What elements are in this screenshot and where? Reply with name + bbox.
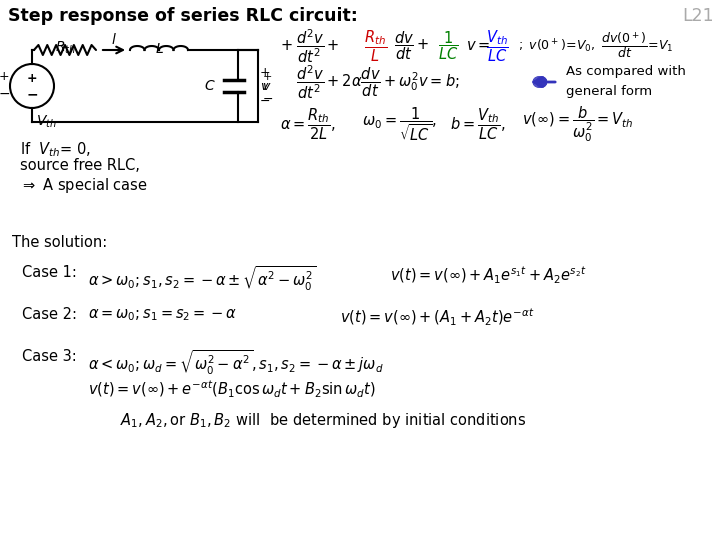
Text: Step response of series RLC circuit:: Step response of series RLC circuit: [8,7,358,25]
Text: $\dfrac{R_{th}}{L}$: $\dfrac{R_{th}}{L}$ [364,29,387,64]
Text: $b=\dfrac{V_{th}}{LC},$: $b=\dfrac{V_{th}}{LC},$ [450,106,505,141]
Text: $\alpha<\omega_0;\omega_d=\sqrt{\omega_0^2-\alpha^2},s_1,s_2=-\alpha\pm j\omega_: $\alpha<\omega_0;\omega_d=\sqrt{\omega_0… [88,349,384,377]
Text: $\dfrac{dv}{dt}+$: $\dfrac{dv}{dt}+$ [394,30,429,62]
Text: L21: L21 [683,7,714,25]
Text: $\alpha=\omega_0;s_1=s_2=-\alpha$: $\alpha=\omega_0;s_1=s_2=-\alpha$ [88,307,237,323]
Text: $C$: $C$ [204,79,216,93]
Text: +: + [0,70,9,83]
Text: $+$: $+$ [258,65,270,78]
Text: $\dfrac{d^2v}{dt^2}+$: $\dfrac{d^2v}{dt^2}+$ [296,27,339,65]
Text: +: + [27,71,37,84]
Text: As compared with: As compared with [566,65,686,78]
Text: $\Rightarrow$ A special case: $\Rightarrow$ A special case [20,176,148,195]
Text: $A_1,A_2,\mathrm{or}\ B_1,B_2\ \mathrm{will\ \ be\ determined\ by\ initial\ cond: $A_1,A_2,\mathrm{or}\ B_1,B_2\ \mathrm{w… [120,411,526,430]
Text: $V_{th}$: $V_{th}$ [36,114,57,130]
Text: $v=$: $v=$ [466,39,490,53]
Text: Case 3:: Case 3: [22,349,77,364]
Text: −: − [26,87,38,101]
Text: $v(\infty)=\dfrac{b}{\omega_0^2}=V_{th}$: $v(\infty)=\dfrac{b}{\omega_0^2}=V_{th}$ [522,104,634,144]
Text: $;\ v(0^+)\!=\!V_0,\ \dfrac{dv(0^+)}{dt}\!=\!V_1$: $;\ v(0^+)\!=\!V_0,\ \dfrac{dv(0^+)}{dt}… [518,31,674,61]
Text: Case 2:: Case 2: [22,307,77,322]
Text: If  $V_{th}$= 0,: If $V_{th}$= 0, [20,140,91,159]
Text: $\alpha=\dfrac{R_{th}}{2L},$: $\alpha=\dfrac{R_{th}}{2L},$ [280,106,336,141]
Text: source free RLC,: source free RLC, [20,158,140,173]
Text: $\dfrac{d^2v}{dt^2}+2\alpha\dfrac{dv}{dt}+\omega_0^2 v=b;$: $\dfrac{d^2v}{dt^2}+2\alpha\dfrac{dv}{dt… [296,63,459,101]
Text: $v(t)=v(\infty)+(A_1+A_2t)e^{-\alpha t}$: $v(t)=v(\infty)+(A_1+A_2t)e^{-\alpha t}$ [340,307,534,328]
Text: Case 1:: Case 1: [22,265,77,280]
Text: $v(t)=v(\infty)+e^{-\alpha t}(B_1\cos\omega_d t+B_2\sin\omega_d t)$: $v(t)=v(\infty)+e^{-\alpha t}(B_1\cos\om… [88,379,376,400]
Text: $R_{th}$: $R_{th}$ [55,39,76,56]
Text: $\omega_0=\dfrac{1}{\sqrt{LC}},$: $\omega_0=\dfrac{1}{\sqrt{LC}},$ [362,105,437,143]
Text: The solution:: The solution: [12,235,107,250]
Text: general form: general form [566,85,652,98]
Text: $\dfrac{1}{LC}$: $\dfrac{1}{LC}$ [438,30,459,62]
Text: $-$: $-$ [259,93,270,106]
Text: $v(t)=v(\infty)+A_1e^{s_1t}+A_2e^{s_2t}$: $v(t)=v(\infty)+A_1e^{s_1t}+A_2e^{s_2t}$ [390,265,587,286]
Text: $-$: $-$ [262,91,273,105]
Text: $+$: $+$ [262,71,272,82]
Text: $v$: $v$ [261,79,270,92]
Text: $\it{l}$: $\it{l}$ [111,32,117,47]
Text: $\alpha>\omega_0;s_1,s_2=-\alpha\pm\sqrt{\alpha^2-\omega_0^2}$: $\alpha>\omega_0;s_1,s_2=-\alpha\pm\sqrt… [88,265,316,293]
Text: −: − [0,87,10,101]
Text: $v$: $v$ [262,79,271,92]
Text: $+$: $+$ [280,39,292,53]
Text: $L$: $L$ [155,42,163,56]
Text: $\dfrac{V_{th}}{LC}$: $\dfrac{V_{th}}{LC}$ [486,29,509,64]
